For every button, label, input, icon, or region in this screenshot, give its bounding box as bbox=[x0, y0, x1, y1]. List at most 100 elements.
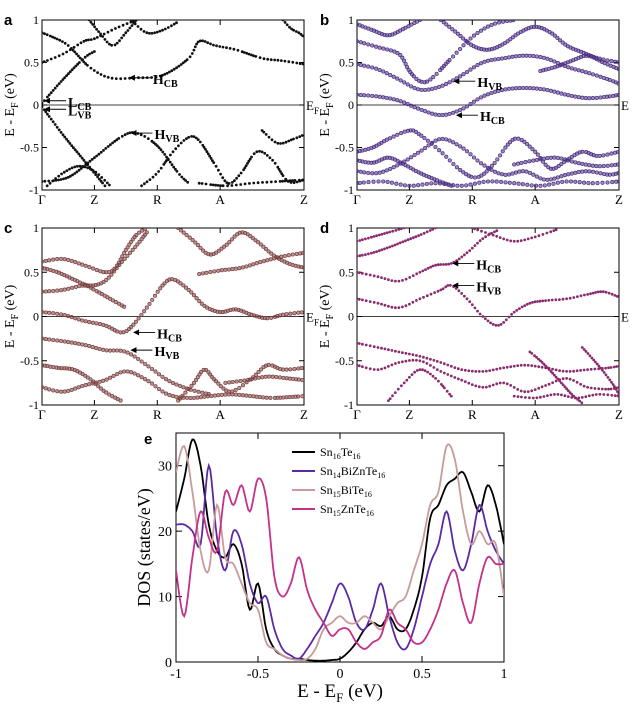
band-point bbox=[552, 229, 556, 233]
band-point bbox=[437, 148, 442, 153]
annotation: HVB bbox=[452, 281, 501, 298]
band-point bbox=[189, 383, 194, 388]
band-point bbox=[361, 272, 364, 275]
band-point bbox=[380, 346, 383, 350]
band-point bbox=[300, 377, 304, 383]
band-point bbox=[216, 381, 221, 386]
band-point bbox=[495, 367, 499, 371]
band-point bbox=[190, 52, 194, 55]
band-point bbox=[442, 362, 446, 366]
band-point bbox=[413, 129, 419, 134]
y-tick-label: 0.5 bbox=[339, 56, 354, 70]
band-point bbox=[535, 152, 540, 157]
band-point bbox=[168, 70, 171, 74]
band-point bbox=[458, 168, 463, 173]
band-point bbox=[510, 86, 515, 91]
band-point bbox=[598, 392, 602, 396]
band-point bbox=[568, 179, 574, 184]
band-point bbox=[520, 305, 524, 309]
band-point bbox=[551, 181, 556, 186]
band-point bbox=[583, 70, 588, 75]
band-point bbox=[357, 254, 359, 258]
band-point bbox=[591, 393, 595, 397]
band-point bbox=[554, 379, 558, 383]
band-point bbox=[415, 354, 418, 357]
y-tick-label: 0 bbox=[348, 310, 354, 324]
band-point bbox=[418, 270, 422, 274]
band-point bbox=[300, 394, 304, 399]
band-point bbox=[391, 165, 396, 170]
band-point bbox=[534, 157, 539, 163]
band-point bbox=[582, 180, 587, 185]
band-point bbox=[47, 115, 51, 118]
band-point bbox=[67, 72, 70, 76]
y-tick-label: 0 bbox=[33, 310, 39, 324]
band-point bbox=[440, 113, 445, 118]
band-point bbox=[601, 164, 606, 169]
band-point bbox=[79, 167, 83, 170]
band-point bbox=[554, 368, 558, 372]
band-point bbox=[88, 159, 92, 163]
band-point bbox=[473, 306, 477, 310]
band-point bbox=[60, 172, 63, 176]
band-point bbox=[425, 230, 429, 234]
band-point bbox=[258, 149, 261, 153]
band-point bbox=[286, 179, 289, 183]
band-point bbox=[376, 275, 380, 279]
band-point bbox=[66, 257, 71, 262]
band-point bbox=[397, 361, 401, 364]
band-point bbox=[422, 360, 425, 364]
band-point bbox=[264, 133, 268, 136]
band-point bbox=[209, 42, 212, 46]
band-point bbox=[553, 373, 556, 377]
band-point bbox=[47, 387, 52, 392]
band-point bbox=[195, 395, 200, 400]
band-point bbox=[163, 391, 169, 396]
band-point bbox=[215, 44, 218, 48]
band-point bbox=[364, 272, 368, 276]
band-point bbox=[549, 230, 553, 234]
band-point bbox=[217, 168, 220, 172]
band-point bbox=[218, 45, 222, 48]
band-point bbox=[374, 94, 379, 99]
band-point bbox=[157, 146, 161, 150]
band-point bbox=[227, 380, 232, 385]
band-point bbox=[273, 140, 277, 144]
band-point bbox=[84, 163, 88, 167]
band-point bbox=[607, 77, 612, 83]
band-point bbox=[437, 84, 442, 89]
band-point bbox=[470, 369, 474, 373]
band-point bbox=[123, 133, 127, 137]
band-point bbox=[103, 184, 107, 188]
band-point bbox=[159, 166, 163, 170]
band-point bbox=[577, 180, 582, 185]
annotation: LCB bbox=[44, 96, 92, 113]
band-point bbox=[159, 148, 163, 152]
band-point bbox=[543, 162, 548, 167]
band-point bbox=[90, 345, 95, 350]
band-point bbox=[569, 171, 574, 176]
band-point bbox=[358, 239, 362, 242]
y-tick-label: -0.5 bbox=[335, 141, 354, 155]
band-point bbox=[368, 367, 372, 371]
band-point bbox=[71, 173, 74, 177]
band-point bbox=[447, 58, 452, 63]
band-point bbox=[616, 92, 619, 97]
band-point bbox=[519, 160, 524, 165]
band-point bbox=[391, 97, 396, 102]
band-point bbox=[535, 396, 539, 400]
band-point bbox=[388, 96, 393, 101]
band-point bbox=[594, 95, 599, 100]
band-point bbox=[61, 78, 65, 81]
band-point bbox=[407, 183, 412, 188]
band-point bbox=[560, 179, 565, 184]
band-point bbox=[518, 307, 521, 310]
band-point bbox=[172, 67, 176, 71]
band-point bbox=[569, 93, 574, 98]
band-point bbox=[562, 92, 567, 97]
band-point bbox=[498, 236, 502, 240]
band-point bbox=[70, 166, 74, 170]
band-point bbox=[93, 50, 96, 53]
band-point bbox=[70, 68, 74, 72]
band-point bbox=[62, 257, 67, 262]
